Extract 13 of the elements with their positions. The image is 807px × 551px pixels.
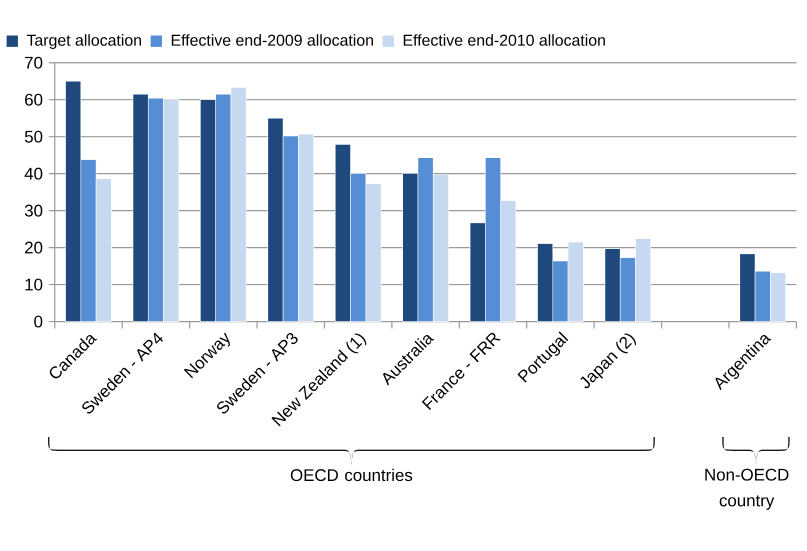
y-tick-label: 60 [25, 94, 42, 106]
legend-label: Target allocation [26, 34, 141, 50]
y-tick-label: 30 [24, 204, 42, 217]
y-tick-label: 70 [25, 56, 42, 69]
legend-label: Effective end-2009 allocation [172, 34, 373, 46]
text: Non-OECD country [705, 468, 788, 510]
y-tick-label: 10 [26, 278, 42, 291]
y-tick-label: 0 [34, 316, 42, 328]
text: OECD countries [290, 468, 412, 482]
legend-label: Effective end-2010 allocation [404, 34, 605, 46]
y-tick-label: 20 [25, 242, 42, 254]
y-tick-label: 40 [24, 168, 42, 180]
y-tick-label: 50 [24, 130, 42, 143]
